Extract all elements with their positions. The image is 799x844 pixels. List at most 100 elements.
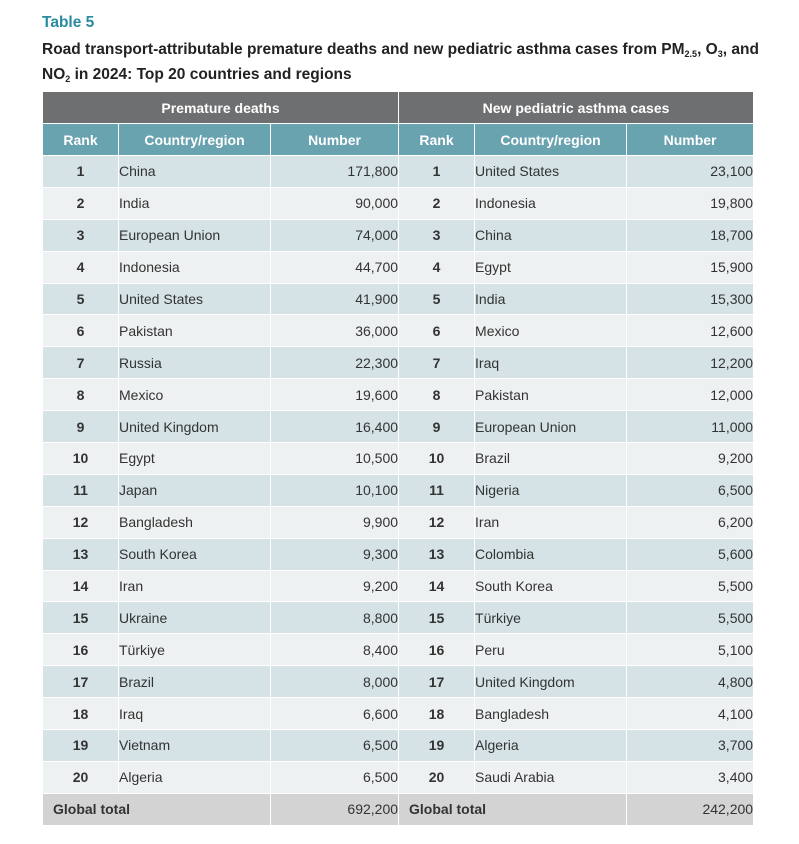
table-row: 18 Iraq 6,600 18 Bangladesh 4,100 bbox=[42, 697, 755, 731]
asthma-country-cell: Pakistan bbox=[474, 378, 628, 412]
rank-cell: 11 bbox=[398, 473, 476, 507]
table-row: 3 European Union 74,000 3 China 18,700 bbox=[42, 218, 755, 252]
group-header-asthma: New pediatric asthma cases bbox=[398, 91, 755, 124]
deaths-number-cell: 16,400 bbox=[269, 410, 400, 444]
asthma-country-cell: Saudi Arabia bbox=[474, 760, 628, 794]
table-row: 11 Japan 10,100 11 Nigeria 6,500 bbox=[42, 473, 755, 507]
asthma-country-cell: Egypt bbox=[474, 250, 628, 284]
deaths-country-cell: United States bbox=[118, 282, 271, 316]
asthma-country-cell: China bbox=[474, 218, 628, 252]
table-row: 7 Russia 22,300 7 Iraq 12,200 bbox=[42, 346, 755, 380]
deaths-country-cell: Russia bbox=[118, 346, 271, 380]
asthma-number-cell: 6,200 bbox=[626, 505, 755, 539]
rank-cell: 6 bbox=[42, 314, 119, 348]
deaths-number-cell: 19,600 bbox=[269, 378, 400, 412]
asthma-number-cell: 12,200 bbox=[626, 346, 755, 380]
col-header-number: Number bbox=[626, 123, 755, 156]
deaths-country-cell: European Union bbox=[118, 218, 271, 252]
deaths-country-cell: India bbox=[118, 186, 271, 220]
rank-cell: 4 bbox=[42, 250, 119, 284]
asthma-number-cell: 12,000 bbox=[626, 378, 755, 412]
asthma-country-cell: Indonesia bbox=[474, 186, 628, 220]
deaths-country-cell: Vietnam bbox=[118, 729, 271, 762]
total-label-asthma: Global total bbox=[398, 792, 628, 826]
table-row: 6 Pakistan 36,000 6 Mexico 12,600 bbox=[42, 314, 755, 348]
table-row: 2 India 90,000 2 Indonesia 19,800 bbox=[42, 186, 755, 220]
group-header-row: Premature deaths New pediatric asthma ca… bbox=[41, 91, 755, 124]
deaths-country-cell: Indonesia bbox=[118, 250, 271, 284]
table-row: 15 Ukraine 8,800 15 Türkiye 5,500 bbox=[42, 601, 755, 635]
deaths-number-cell: 9,200 bbox=[269, 569, 400, 603]
table-row: 10 Egypt 10,500 10 Brazil 9,200 bbox=[42, 442, 755, 475]
asthma-number-cell: 15,900 bbox=[626, 250, 755, 284]
deaths-number-cell: 74,000 bbox=[269, 218, 400, 252]
deaths-country-cell: Egypt bbox=[118, 442, 271, 475]
rank-cell: 12 bbox=[42, 505, 119, 539]
rank-cell: 17 bbox=[42, 665, 119, 699]
deaths-country-cell: Bangladesh bbox=[118, 505, 271, 539]
rank-cell: 1 bbox=[398, 155, 476, 188]
deaths-country-cell: China bbox=[118, 155, 271, 188]
deaths-country-cell: Algeria bbox=[118, 760, 271, 794]
asthma-country-cell: Nigeria bbox=[474, 473, 628, 507]
rank-cell: 4 bbox=[398, 250, 476, 284]
rank-cell: 5 bbox=[398, 282, 476, 316]
rank-cell: 19 bbox=[398, 729, 476, 762]
table-row: 20 Algeria 6,500 20 Saudi Arabia 3,400 bbox=[42, 760, 755, 794]
deaths-number-cell: 6,600 bbox=[269, 697, 400, 731]
asthma-country-cell: United States bbox=[474, 155, 628, 188]
rank-cell: 14 bbox=[398, 569, 476, 603]
caption-text-3: , and NO bbox=[42, 41, 759, 83]
rank-cell: 9 bbox=[398, 410, 476, 444]
group-header-deaths: Premature deaths bbox=[41, 91, 400, 124]
table-caption: Road transport-attributable premature de… bbox=[42, 37, 772, 87]
rank-cell: 20 bbox=[42, 760, 119, 794]
deaths-number-cell: 10,500 bbox=[269, 442, 400, 475]
deaths-country-cell: Iraq bbox=[118, 697, 271, 731]
rank-cell: 10 bbox=[398, 442, 476, 475]
asthma-number-cell: 4,800 bbox=[626, 665, 755, 699]
ranking-table: Premature deaths New pediatric asthma ca… bbox=[41, 91, 755, 826]
col-header-rank: Rank bbox=[398, 123, 476, 156]
asthma-number-cell: 6,500 bbox=[626, 473, 755, 507]
caption-subscript-no2: 2 bbox=[65, 74, 71, 84]
asthma-country-cell: Peru bbox=[474, 633, 628, 667]
rank-cell: 20 bbox=[398, 760, 476, 794]
asthma-country-cell: Mexico bbox=[474, 314, 628, 348]
deaths-number-cell: 9,900 bbox=[269, 505, 400, 539]
rank-cell: 7 bbox=[398, 346, 476, 380]
rank-cell: 8 bbox=[398, 378, 476, 412]
deaths-number-cell: 171,800 bbox=[269, 155, 400, 188]
column-header-row: Rank Country/region Number Rank Country/… bbox=[42, 123, 755, 156]
table-body: 1 China 171,800 1 United States 23,100 2 India 9… bbox=[42, 155, 755, 794]
rank-cell: 12 bbox=[398, 505, 476, 539]
asthma-number-cell: 9,200 bbox=[626, 442, 755, 475]
caption-subscript-pm: 2.5 bbox=[684, 49, 698, 59]
deaths-country-cell: Ukraine bbox=[118, 601, 271, 635]
deaths-country-cell: Iran bbox=[118, 569, 271, 603]
asthma-number-cell: 11,000 bbox=[626, 410, 755, 444]
rank-cell: 2 bbox=[398, 186, 476, 220]
asthma-number-cell: 19,800 bbox=[626, 186, 755, 220]
col-header-number: Number bbox=[269, 123, 400, 156]
table-row: 12 Bangladesh 9,900 12 Iran 6,200 bbox=[42, 505, 755, 539]
deaths-country-cell: South Korea bbox=[118, 537, 271, 571]
asthma-number-cell: 18,700 bbox=[626, 218, 755, 252]
deaths-country-cell: Mexico bbox=[118, 378, 271, 412]
rank-cell: 13 bbox=[398, 537, 476, 571]
asthma-number-cell: 5,500 bbox=[626, 569, 755, 603]
rank-cell: 15 bbox=[398, 601, 476, 635]
asthma-country-cell: Brazil bbox=[474, 442, 628, 475]
deaths-number-cell: 36,000 bbox=[269, 314, 400, 348]
deaths-number-cell: 8,400 bbox=[269, 633, 400, 667]
table-row: 9 United Kingdom 16,400 9 European Union 11,0… bbox=[42, 410, 755, 444]
rank-cell: 18 bbox=[42, 697, 119, 731]
table-row: 13 South Korea 9,300 13 Colombia 5,600 bbox=[42, 537, 755, 571]
caption-text-4: in 2024: Top 20 countries and regions bbox=[70, 66, 352, 83]
table-row: 17 Brazil 8,000 17 United Kingdom 4,800 bbox=[42, 665, 755, 699]
rank-cell: 15 bbox=[42, 601, 119, 635]
asthma-number-cell: 15,300 bbox=[626, 282, 755, 316]
table-row: 16 Türkiye 8,400 16 Peru 5,100 bbox=[42, 633, 755, 667]
rank-cell: 11 bbox=[42, 473, 119, 507]
rank-cell: 13 bbox=[42, 537, 119, 571]
